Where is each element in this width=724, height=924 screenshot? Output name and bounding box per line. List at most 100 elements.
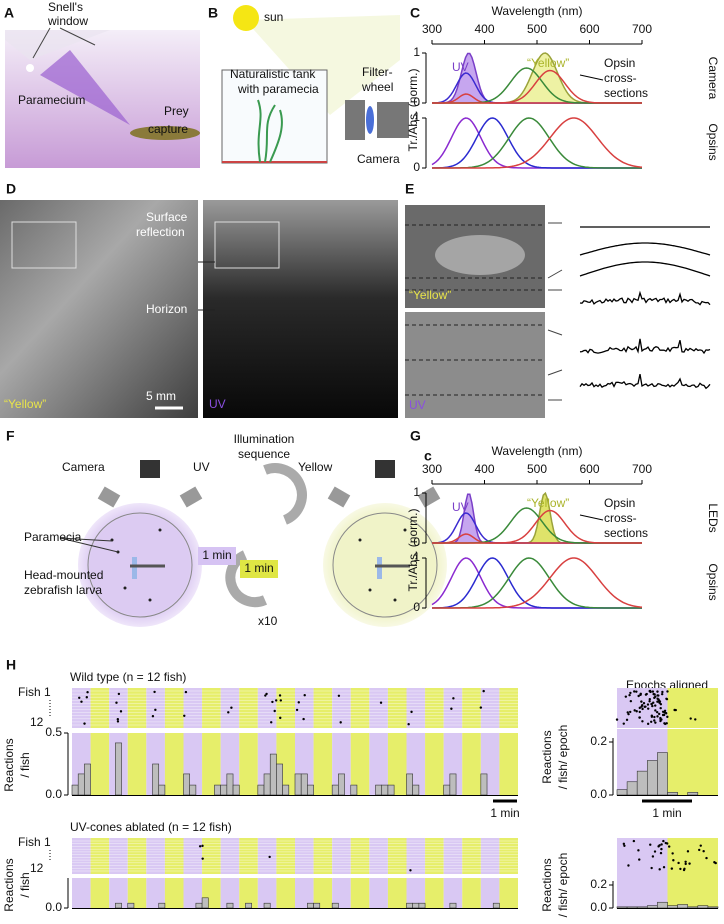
y-tick-label: 0.0	[590, 900, 607, 914]
panel-label: B	[208, 5, 218, 21]
uv-epoch	[443, 838, 463, 874]
label: “Yellow”	[409, 288, 451, 302]
event	[651, 704, 654, 708]
event	[201, 857, 204, 860]
yellow-epoch	[239, 733, 258, 795]
event	[671, 852, 674, 855]
event	[686, 850, 690, 853]
bar	[657, 752, 668, 796]
event	[702, 850, 705, 853]
event	[654, 695, 657, 698]
event	[201, 844, 204, 848]
event	[661, 690, 664, 694]
event	[648, 700, 651, 703]
yellow-epoch	[462, 733, 481, 795]
label: Head-mounted	[24, 568, 103, 582]
yellow-epoch	[425, 878, 444, 908]
series-label: UV	[452, 500, 469, 514]
event	[479, 706, 483, 709]
uv-epoch	[406, 688, 426, 728]
bar	[263, 902, 271, 909]
uv-epoch	[480, 688, 500, 728]
panel-label: D	[6, 181, 16, 197]
uv-epoch	[295, 878, 314, 908]
label: 1 min	[244, 561, 273, 575]
uv-epoch	[220, 838, 240, 874]
yellow-epoch	[313, 878, 333, 908]
bar	[307, 902, 314, 909]
bar	[313, 902, 321, 909]
pointer	[579, 74, 604, 81]
yellow-epoch	[202, 733, 221, 795]
axis-title: / fish/ epoch	[556, 725, 570, 790]
uv-epoch	[369, 878, 388, 908]
spectrum	[432, 117, 643, 169]
annotation: Opsin	[604, 56, 635, 70]
event	[655, 710, 659, 714]
event	[279, 699, 283, 702]
event	[379, 701, 383, 704]
event	[151, 715, 155, 718]
event	[643, 705, 646, 709]
yellow-epoch	[90, 838, 110, 874]
y-tick-label: 0.0	[45, 787, 62, 801]
yellow-epoch	[387, 688, 407, 728]
event	[660, 843, 663, 846]
yellow-epoch	[239, 838, 258, 874]
x-tick-label: 500	[527, 462, 547, 476]
event	[279, 716, 282, 720]
uv-epoch	[406, 838, 426, 874]
yellow-epoch	[425, 688, 444, 728]
bar	[282, 784, 290, 796]
y-tick-label: 0.2	[590, 734, 607, 748]
event	[117, 692, 121, 696]
fish-label: Fish 1	[18, 685, 51, 699]
event	[271, 700, 274, 704]
yellow-epoch	[499, 688, 518, 728]
event	[654, 709, 657, 712]
event	[638, 710, 641, 714]
bar	[115, 902, 122, 909]
y-tick-label: 0.0	[45, 900, 62, 914]
bar	[646, 760, 658, 796]
uv-epoch	[220, 878, 240, 908]
spectrum	[432, 69, 642, 104]
bar	[195, 902, 203, 909]
yellow-epoch	[313, 733, 333, 795]
event	[642, 701, 646, 705]
bar	[77, 773, 85, 796]
label: 5 mm	[146, 389, 176, 403]
light-beam	[245, 15, 400, 115]
uv-epoch	[332, 838, 351, 874]
event	[662, 713, 666, 717]
yellow-epoch	[425, 733, 444, 795]
bar	[626, 781, 638, 796]
event	[303, 694, 306, 697]
event	[652, 692, 655, 696]
label: UV	[193, 460, 210, 474]
event	[657, 698, 660, 701]
event	[625, 718, 629, 722]
event	[650, 702, 654, 706]
uv-epoch	[183, 838, 203, 874]
event	[714, 861, 717, 865]
y-tick-label: 1	[413, 550, 420, 564]
uv-epoch	[257, 688, 277, 728]
pointer	[32, 27, 51, 59]
led	[417, 486, 441, 508]
event	[689, 717, 692, 720]
bar	[381, 784, 389, 796]
label: “Yellow”	[4, 397, 46, 411]
x-tick-label: 300	[422, 462, 442, 476]
lens	[366, 106, 374, 134]
panel-e: E “Yellow” UV	[405, 181, 545, 418]
bar	[158, 784, 166, 796]
fish-label: 12	[30, 861, 44, 875]
bar	[214, 784, 221, 796]
event	[659, 706, 662, 710]
x-tick-label: 300	[422, 22, 442, 36]
uv-epoch	[257, 878, 277, 908]
event	[662, 839, 665, 843]
image-uv	[203, 200, 398, 418]
